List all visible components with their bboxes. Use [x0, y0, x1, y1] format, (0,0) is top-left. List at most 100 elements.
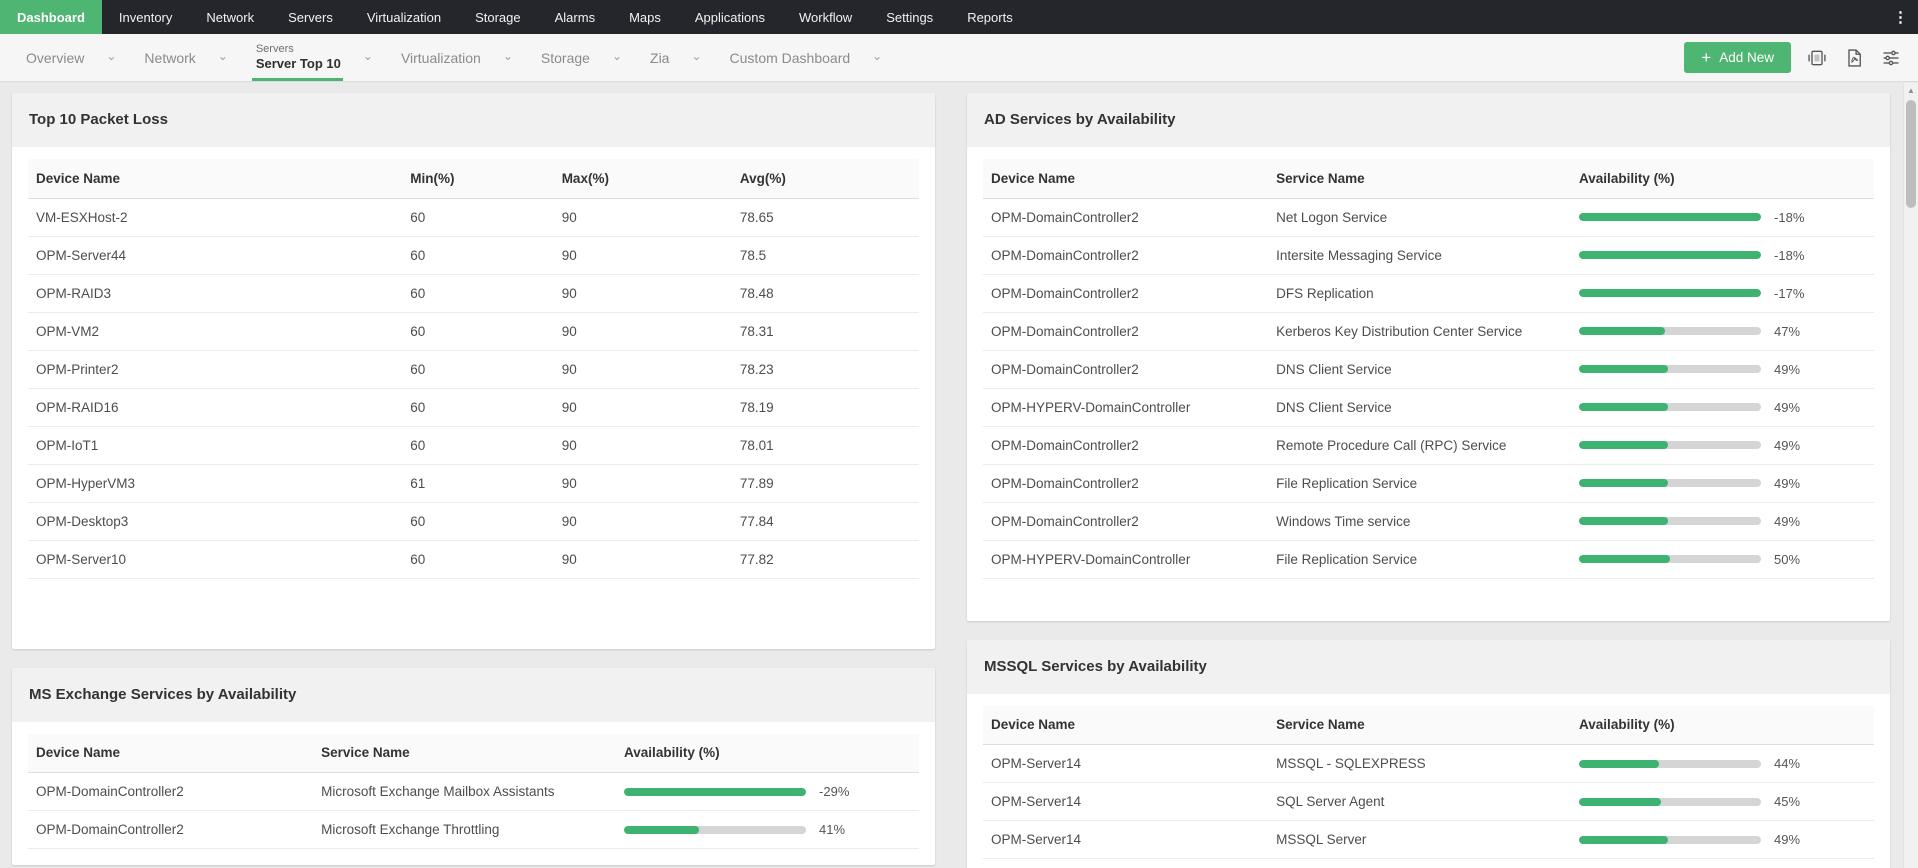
availability-cell: -17% [1571, 274, 1874, 313]
value-cell: 90 [553, 464, 732, 503]
layout-settings-icon[interactable] [1880, 47, 1902, 69]
nav-item-dashboard[interactable]: Dashboard [0, 0, 102, 34]
table-row[interactable]: OPM-RAID16 60 90 78.19 [28, 388, 919, 427]
availability-cell: -18% [1571, 198, 1874, 237]
right-column: AD Services by Availability Device Name Se… [967, 93, 1890, 868]
table-row[interactable]: OPM-DomainController2 File Replication Se… [983, 464, 1874, 503]
table-row[interactable]: OPM-HyperVM3 61 90 77.89 [28, 464, 919, 503]
table-row[interactable]: OPM-DomainController2 DNS Client Service 4… [983, 350, 1874, 389]
chevron-down-icon[interactable]: ⌄ [872, 48, 883, 63]
table-row[interactable]: OPM-Server44 60 90 78.5 [28, 236, 919, 275]
tab-zia[interactable]: Zia ⌄ [636, 34, 716, 81]
availability-bar-track [1579, 403, 1762, 411]
nav-item-reports[interactable]: Reports [967, 9, 1013, 25]
tab-label: Overview [26, 49, 85, 66]
table-row[interactable]: OPM-VM2 60 90 78.31 [28, 312, 919, 351]
table-row[interactable]: OPM-DomainController2 DFS Replication -17% [983, 274, 1874, 313]
table-row[interactable]: OPM-Desktop3 60 90 77.84 [28, 502, 919, 541]
availability-cell: 49% [1571, 820, 1874, 859]
pdf-export-icon[interactable] [1843, 47, 1865, 69]
nav-item-settings[interactable]: Settings [886, 9, 934, 25]
nav-item-workflow[interactable]: Workflow [798, 9, 853, 25]
chevron-down-icon[interactable]: ⌄ [362, 48, 373, 63]
tab-overview[interactable]: Overview ⌄ [12, 34, 130, 81]
availability-bar-fill [624, 787, 807, 796]
nav-item-virtualization[interactable]: Virtualization [366, 9, 442, 25]
nav-item-servers[interactable]: Servers [288, 9, 333, 25]
table-row[interactable]: OPM-DomainController2 Remote Procedure Ca… [983, 426, 1874, 465]
availability-cell: 49% [1571, 464, 1874, 503]
table-row[interactable]: OPM-IoT1 60 90 78.01 [28, 426, 919, 465]
table-row[interactable]: OPM-RAID3 60 90 78.48 [28, 274, 919, 313]
availability-bar-track [1579, 835, 1762, 844]
table-row[interactable]: OPM-DomainController2 Intersite Messaging… [983, 236, 1874, 275]
device-name-cell: OPM-HyperVM3 [28, 464, 403, 503]
table-row[interactable]: OPM-DomainController2 Microsoft Exchange … [28, 772, 919, 811]
nav-item-maps[interactable]: Maps [629, 9, 661, 25]
availability-bar-fill [1579, 365, 1669, 373]
slideshow-icon[interactable] [1806, 47, 1828, 69]
service-name-cell: Windows Time service [1268, 502, 1572, 541]
tab-custom-dashboard[interactable]: Custom Dashboard ⌄ [716, 34, 897, 81]
availability-bar-track [1579, 555, 1762, 563]
nav-item-network[interactable]: Network [206, 9, 255, 25]
table-row[interactable]: OPM-Server10 60 90 77.82 [28, 540, 919, 579]
add-new-label: Add New [1719, 50, 1774, 65]
chevron-down-icon[interactable]: ⌄ [691, 48, 702, 63]
availability-value: 50% [1774, 551, 1801, 567]
availability-bar-track [1579, 479, 1762, 487]
nav-item-inventory[interactable]: Inventory [118, 9, 173, 25]
table-row[interactable]: OPM-HYPERV-DomainController File Replicat… [983, 540, 1874, 579]
nav-item-alarms[interactable]: Alarms [554, 9, 596, 25]
tab-network[interactable]: Network ⌄ [130, 34, 241, 81]
chevron-down-icon[interactable]: ⌄ [611, 48, 623, 63]
availability-value: 49% [1774, 475, 1801, 491]
device-name-cell: OPM-Server44 [28, 236, 403, 275]
table-row[interactable]: OPM-Printer2 60 90 78.23 [28, 350, 919, 389]
table-row[interactable]: OPM-Server14 SQL Server Agent 45% [983, 782, 1874, 821]
availability-bar-wrap: 41% [624, 822, 911, 837]
table-row[interactable]: OPM-DomainController2 Kerberos Key Distri… [983, 312, 1874, 351]
availability-bar-fill [1579, 759, 1660, 768]
panel-packet-loss: Top 10 Packet Loss Device Name Min(%) Max(%… [12, 93, 935, 649]
tab-server-top-10[interactable]: Servers Server Top 10 ⌄ [242, 34, 387, 81]
value-cell: 90 [553, 350, 732, 389]
availability-value: 49% [1774, 437, 1801, 453]
table-row[interactable]: OPM-Server14 MSSQL Server 49% [983, 820, 1874, 859]
availability-bar-wrap: 45% [1579, 794, 1866, 809]
tab-virtualization[interactable]: Virtualization ⌄ [387, 34, 527, 81]
column-header: Device Name [983, 159, 1269, 199]
table-row[interactable]: VM-ESXHost-2 60 90 78.65 [28, 198, 919, 237]
tab-storage[interactable]: Storage ⌄ [527, 34, 636, 81]
value-cell: 90 [553, 274, 732, 313]
scrollbar-thumb[interactable] [1906, 100, 1916, 208]
availability-cell: 45% [1571, 782, 1874, 821]
table-row[interactable]: OPM-DomainController2 Windows Time servic… [983, 502, 1874, 541]
availability-bar-track [1579, 365, 1762, 373]
dashboard-content: Top 10 Packet Loss Device Name Min(%) Max(%… [0, 82, 1918, 868]
add-new-button[interactable]: + Add New [1684, 42, 1791, 73]
availability-bar-wrap: -18% [1579, 210, 1866, 225]
table-row[interactable]: OPM-DomainController2 Net Logon Service -1… [983, 198, 1874, 237]
column-header: Min(%) [402, 159, 554, 199]
table-row[interactable]: OPM-HYPERV-DomainController DNS Client Se… [983, 388, 1874, 427]
kebab-menu-icon[interactable]: ⋮ [1893, 9, 1908, 26]
scroll-up-arrow-icon[interactable]: ▲ [1907, 86, 1915, 95]
table-row[interactable]: OPM-Server14 MSSQL - SQLEXPRESS 44% [983, 744, 1874, 783]
availability-cell: 49% [1571, 388, 1874, 427]
table-row[interactable]: OPM-DomainController2 Microsoft Exchange … [28, 810, 919, 849]
nav-item-applications[interactable]: Applications [694, 9, 765, 25]
tab-label: Storage [540, 49, 590, 66]
service-name-cell: Microsoft Exchange Throttling [313, 810, 617, 849]
device-name-cell: OPM-DomainController2 [983, 464, 1269, 503]
nav-item-storage[interactable]: Storage [475, 9, 521, 25]
chevron-down-icon[interactable]: ⌄ [502, 48, 513, 63]
availability-bar-track [1579, 759, 1762, 768]
panel-body: Device Name Service Name Availability (%) O… [967, 694, 1890, 868]
availability-bar-fill [1579, 213, 1762, 221]
chevron-down-icon[interactable]: ⌄ [217, 48, 228, 63]
vertical-scrollbar[interactable]: ▲ [1903, 83, 1918, 868]
value-cell: 60 [402, 502, 554, 541]
availability-cell: -18% [1571, 236, 1874, 275]
chevron-down-icon[interactable]: ⌄ [106, 48, 117, 63]
